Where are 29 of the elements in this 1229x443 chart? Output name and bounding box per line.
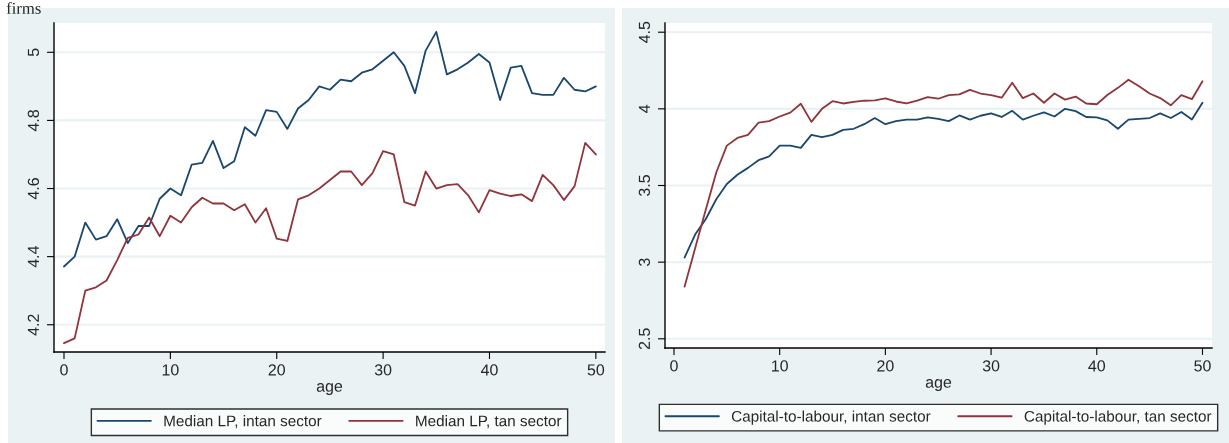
x-tick-label: 50 xyxy=(587,364,605,376)
y-tick-label: 4.6 xyxy=(27,178,40,200)
y-tick-label: 3 xyxy=(638,258,651,266)
x-axis-title: age xyxy=(925,379,952,391)
y-tick-label: 5 xyxy=(27,48,40,57)
legend-label: Median LP, tan sector xyxy=(416,415,562,429)
x-tick-label: 40 xyxy=(1088,360,1106,372)
y-tick-label: 4 xyxy=(638,104,650,113)
y-tick-label: 2.5 xyxy=(638,328,651,350)
y-tick-label: 4.2 xyxy=(27,314,39,336)
y-tick-label: 4.4 xyxy=(27,246,39,268)
legend-label: Capital-to-labour, intan sector xyxy=(731,410,931,425)
y-tick-label: 3.5 xyxy=(638,175,651,196)
legend-label: Median LP, intan sector xyxy=(164,415,322,429)
x-tick-label: 20 xyxy=(268,364,285,376)
x-tick-label: 0 xyxy=(670,360,678,372)
x-tick-label: 20 xyxy=(877,360,894,372)
y-tick-label: 4.5 xyxy=(638,21,651,43)
y-tick-label: 4.8 xyxy=(27,110,40,132)
x-tick-label: 10 xyxy=(772,360,788,372)
x-axis-title: age xyxy=(316,383,343,395)
x-tick-label: 0 xyxy=(60,364,68,376)
x-tick-label: 10 xyxy=(162,364,179,376)
x-tick-label: 40 xyxy=(480,364,498,376)
text: firms xyxy=(6,2,41,14)
x-tick-label: 30 xyxy=(982,360,1000,372)
x-tick-label: 30 xyxy=(374,364,392,376)
legend-label: Capital-to-labour, tan sector xyxy=(1024,410,1212,425)
x-tick-label: 50 xyxy=(1194,360,1211,372)
